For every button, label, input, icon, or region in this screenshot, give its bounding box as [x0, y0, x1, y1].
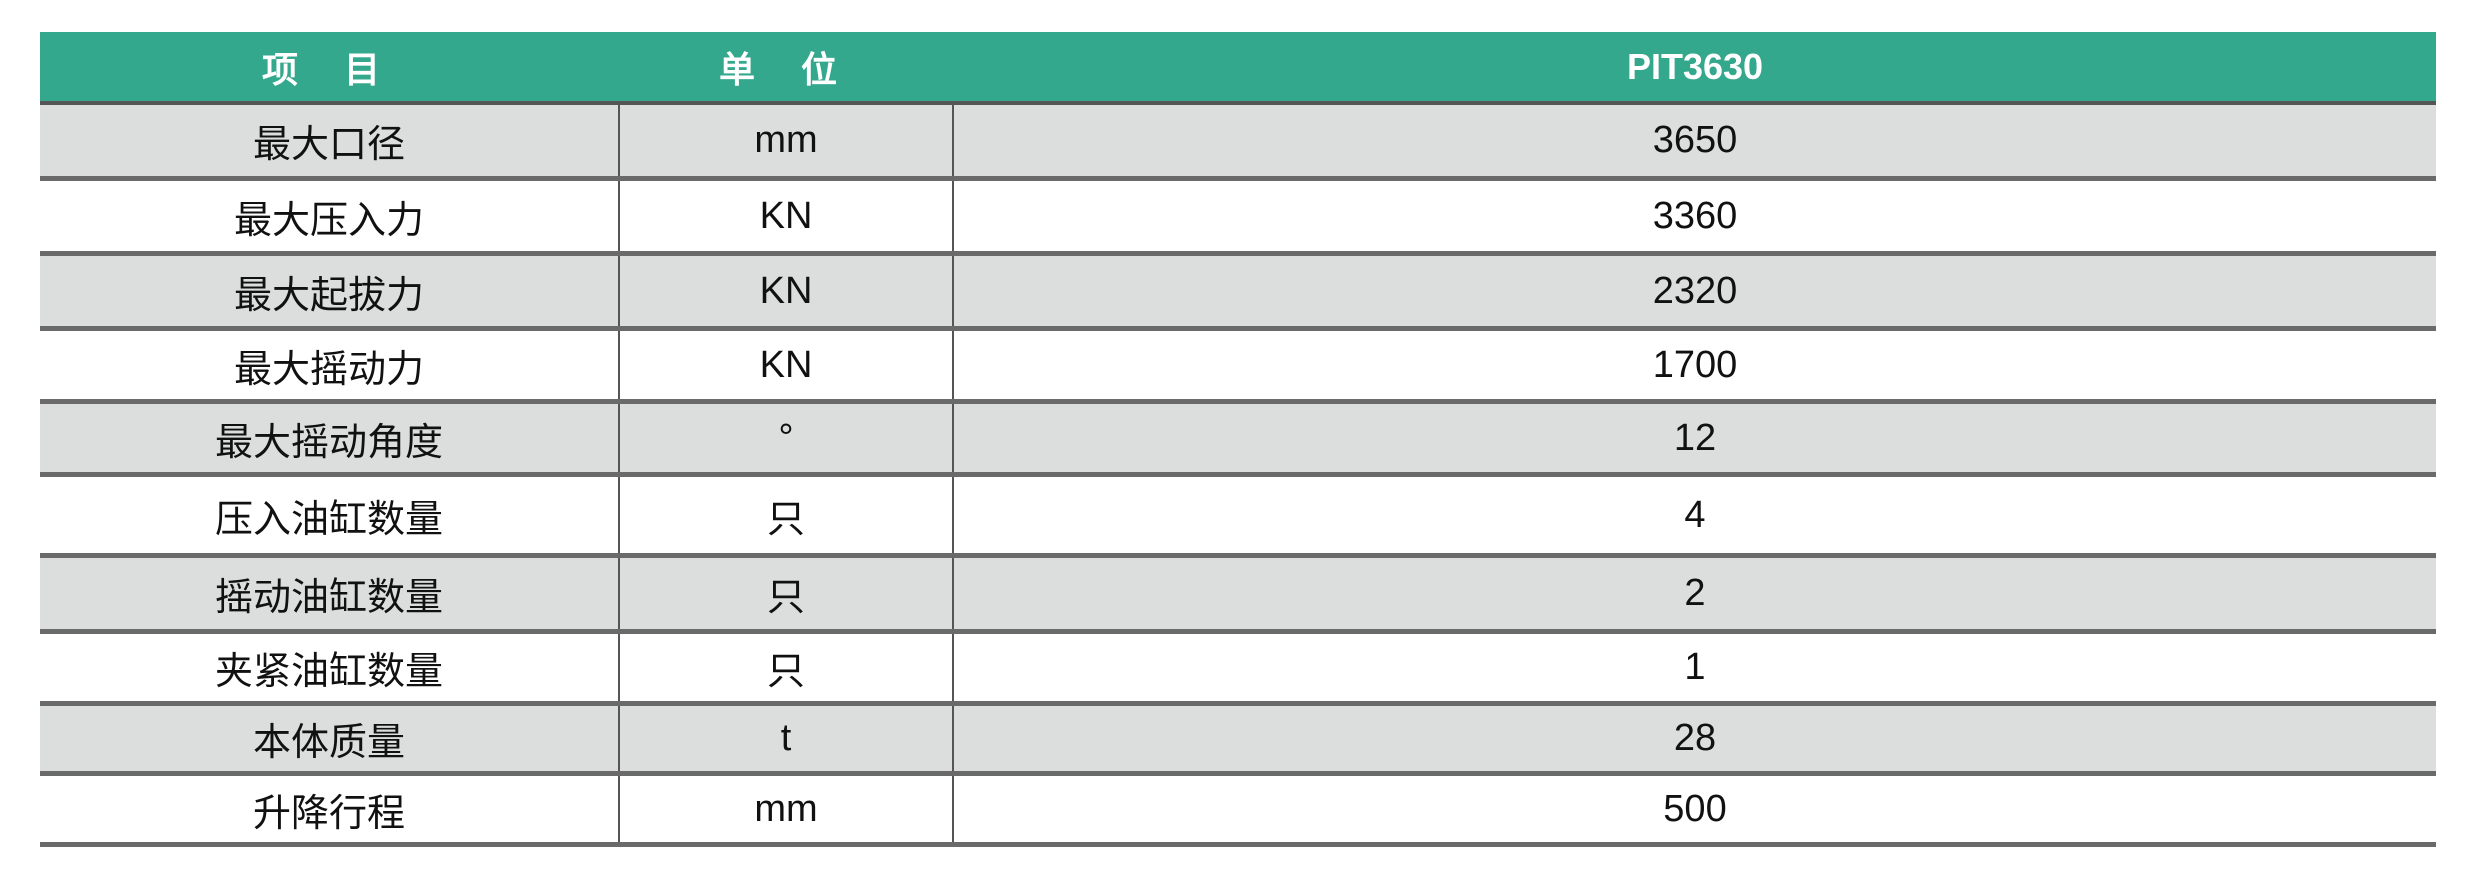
cell-value: 1700 [1652, 343, 1738, 386]
header-model: PIT3630 [1626, 45, 1764, 87]
cell-unit: KN [620, 181, 954, 251]
cell-item: 压入油缸数量 [40, 477, 620, 553]
spec-table: 项 目 单 位 PIT3630 最大口径 mm 3650 最大压入力 KN 3360 最大起… [40, 32, 2436, 847]
cell-item: 摇动油缸数量 [40, 558, 620, 629]
cell-unit: 只 [620, 558, 954, 629]
cell-unit: KN [620, 331, 954, 399]
cell-value: 3650 [1652, 119, 1738, 161]
cell-item: 升降行程 [40, 776, 620, 842]
cell-value: 500 [1663, 787, 1727, 830]
cell-value: 2 [1684, 572, 1706, 614]
cell-unit: t [620, 706, 954, 771]
cell-unit: 只 [620, 634, 954, 701]
table-row: 本体质量 t 28 [40, 706, 2436, 776]
table-row: 最大摇动角度 ° 12 [40, 404, 2436, 477]
header-item: 项 目 [261, 48, 398, 90]
cell-item: 最大摇动力 [40, 331, 620, 399]
cell-value: 1 [1684, 646, 1706, 688]
cell-item: 最大起拔力 [40, 256, 620, 326]
cell-item: 最大口径 [40, 105, 620, 176]
cell-value: 28 [1673, 717, 1717, 759]
table-row: 摇动油缸数量只 2 [40, 558, 2436, 634]
cell-item: 最大摇动角度 [40, 404, 620, 472]
table-row: 最大压入力 KN 3360 [40, 181, 2436, 256]
cell-item: 最大压入力 [40, 181, 620, 251]
cell-unit: mm [620, 105, 954, 176]
table-row: 夹紧油缸数量只 1 [40, 634, 2436, 706]
header-unit: 单 位 [718, 48, 855, 90]
cell-unit: mm [620, 776, 954, 842]
cell-value: 3360 [1652, 194, 1738, 237]
table-row: 升降行程 mm 500 [40, 776, 2436, 847]
table-row: 最大起拔力 KN 2320 [40, 256, 2436, 331]
table-row: 最大摇动力 KN 1700 [40, 331, 2436, 404]
table-header: 项 目 单 位 PIT3630 [40, 32, 2436, 105]
table-row: 最大口径 mm 3650 [40, 105, 2436, 181]
cell-value: 2320 [1652, 269, 1738, 312]
cell-item: 夹紧油缸数量 [40, 634, 620, 701]
table-row: 压入油缸数量只 4 [40, 477, 2436, 558]
cell-unit: ° [620, 404, 954, 472]
cell-unit: 只 [620, 477, 954, 553]
cell-item: 本体质量 [40, 706, 620, 771]
cell-value: 12 [1673, 416, 1717, 459]
cell-unit: KN [620, 256, 954, 326]
cell-value: 4 [1684, 493, 1706, 536]
